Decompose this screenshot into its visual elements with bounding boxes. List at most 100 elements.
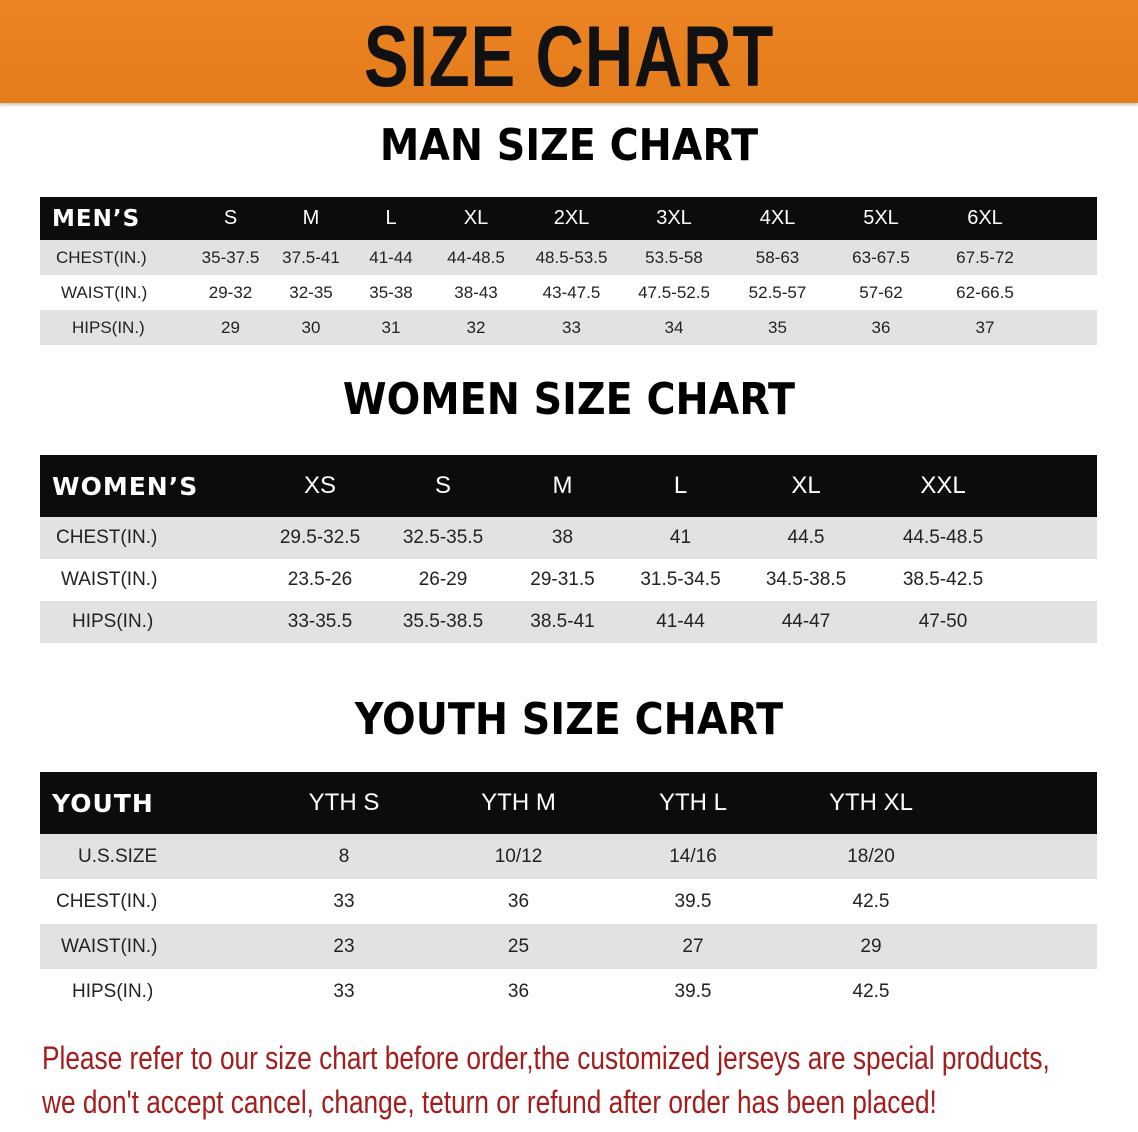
table-header-label: YOUTH xyxy=(52,788,154,818)
measurement-cell: 42.5 xyxy=(852,890,890,912)
size-header: 5XL xyxy=(863,207,899,229)
table-header-row: WOMEN’S XS S M L XL XXL xyxy=(40,455,1097,517)
row-label: U.S.SIZE xyxy=(78,845,158,867)
row-label: WAIST(IN.) xyxy=(61,282,148,302)
measurement-cell: 10/12 xyxy=(494,845,543,867)
measurement-cell: 39.5 xyxy=(674,890,712,912)
row-label: WAIST(IN.) xyxy=(61,569,158,590)
measurement-cell: 62-66.5 xyxy=(956,282,1014,302)
measurement-cell: 53.5-58 xyxy=(645,247,703,267)
measurement-cell: 37.5-41 xyxy=(282,247,340,267)
order-notice-line-2: we don't accept cancel, change, teturn o… xyxy=(42,1084,937,1120)
measurement-cell: 33 xyxy=(333,980,355,1002)
measurement-cell: 38.5-42.5 xyxy=(902,569,984,590)
measurement-cell: 33 xyxy=(562,317,581,337)
measurement-cell: 38-43 xyxy=(454,282,498,302)
measurement-cell: 23.5-26 xyxy=(287,569,353,590)
measurement-cell: 29-31.5 xyxy=(530,569,595,590)
measurement-cell: 38 xyxy=(551,527,574,548)
size-header: YTH L xyxy=(658,789,727,816)
measurement-cell: 63-67.5 xyxy=(852,247,910,267)
measurement-cell: 47.5-52.5 xyxy=(638,282,710,302)
measurement-cell: 31 xyxy=(381,317,401,337)
row-label: CHEST(IN.) xyxy=(56,247,147,267)
size-header: XS xyxy=(303,472,336,499)
size-header: 6XL xyxy=(967,207,1003,229)
measurement-cell: 58-63 xyxy=(755,247,800,267)
measurement-cell: 8 xyxy=(338,845,350,867)
row-label: HIPS(IN.) xyxy=(72,317,145,337)
measurement-cell: 31.5-34.5 xyxy=(640,569,721,590)
measurement-cell: 34.5-38.5 xyxy=(765,569,847,590)
row-label: HIPS(IN.) xyxy=(72,980,154,1002)
row-label: CHEST(IN.) xyxy=(56,527,158,548)
measurement-cell: 29-32 xyxy=(208,282,253,302)
measurement-cell: 39.5 xyxy=(674,980,712,1002)
measurement-cell: 34 xyxy=(664,317,684,337)
measurement-cell: 23 xyxy=(333,935,355,957)
measurement-cell: 37 xyxy=(975,317,995,337)
size-header: S xyxy=(434,472,451,499)
measurement-cell: 41-44 xyxy=(656,611,705,632)
measurement-cell: 36 xyxy=(871,317,891,337)
table-row: WAIST(IN.) 23 25 27 29 xyxy=(40,924,1097,969)
measurement-cell: 36 xyxy=(507,980,530,1002)
women-size-table: WOMEN’S XS S M L XL XXL CHEST(IN.) 29.5-32.5 32.5… xyxy=(40,455,1097,643)
measurement-cell: 32 xyxy=(466,317,486,337)
measurement-cell: 44.5-48.5 xyxy=(902,527,984,548)
measurement-cell: 29 xyxy=(221,317,240,337)
size-header: 3XL xyxy=(656,207,692,229)
size-header: YTH S xyxy=(308,789,380,816)
table-row: HIPS(IN.) 33 36 39.5 42.5 xyxy=(40,969,1097,1014)
table-header-label: WOMEN’S xyxy=(52,471,199,501)
measurement-cell: 44-47 xyxy=(781,611,831,632)
measurement-cell: 29.5-32.5 xyxy=(279,527,361,548)
size-header: 2XL xyxy=(553,207,590,229)
measurement-cell: 44.5 xyxy=(787,527,825,548)
men-section-title: MAN SIZE CHART xyxy=(379,120,759,171)
measurement-cell: 44-48.5 xyxy=(447,247,505,267)
order-notice: Please refer to our size chart before or… xyxy=(42,1036,1050,1124)
measurement-cell: 35-38 xyxy=(369,282,413,302)
measurement-cell: 14/16 xyxy=(669,845,717,867)
measurement-cell: 18/20 xyxy=(847,845,895,867)
table-header-row: YOUTH YTH S YTH M YTH L YTH XL xyxy=(40,772,1097,834)
women-section-title: WOMEN SIZE CHART xyxy=(342,374,796,425)
size-header: L xyxy=(385,207,397,229)
measurement-cell: 32-35 xyxy=(289,282,333,302)
table-row: CHEST(IN.) 29.5-32.5 32.5-35.5 38 41 44.5 44.5… xyxy=(40,517,1097,559)
size-header: YTH XL xyxy=(828,789,914,816)
size-header: 4XL xyxy=(759,207,796,229)
measurement-cell: 27 xyxy=(682,935,704,957)
size-header: XL xyxy=(463,207,489,229)
size-header: YTH M xyxy=(481,789,556,816)
measurement-cell: 35.5-38.5 xyxy=(402,611,484,632)
measurement-cell: 33 xyxy=(333,890,355,912)
size-header: XXL xyxy=(920,472,966,499)
size-header: M xyxy=(302,207,320,229)
measurement-cell: 35 xyxy=(768,317,787,337)
measurement-cell: 57-62 xyxy=(859,282,903,302)
table-header-label: MEN’S xyxy=(52,205,141,232)
banner: SIZE CHART xyxy=(0,0,1138,105)
measurement-cell: 36 xyxy=(507,890,530,912)
men-size-table: MEN’S S M L XL 2XL 3XL 4XL 5XL 6XL CHEST(IN.) 35-37… xyxy=(40,197,1097,345)
size-header: L xyxy=(673,472,688,499)
measurement-cell: 35-37.5 xyxy=(201,247,260,267)
table-row: WAIST(IN.) 29-32 32-35 35-38 38-43 43-47.5 47.… xyxy=(40,275,1097,310)
measurement-cell: 67.5-72 xyxy=(956,247,1014,267)
table-row: HIPS(IN.) 29 30 31 32 33 34 35 36 37 xyxy=(40,310,1097,345)
size-header: M xyxy=(552,472,573,499)
table-row: U.S.SIZE 8 10/12 14/16 18/20 xyxy=(40,834,1097,879)
size-header: XL xyxy=(791,472,821,499)
row-label: CHEST(IN.) xyxy=(56,890,158,912)
measurement-cell: 33-35.5 xyxy=(287,611,353,632)
measurement-cell: 25 xyxy=(507,935,530,957)
row-label: HIPS(IN.) xyxy=(72,611,154,632)
measurement-cell: 43-47.5 xyxy=(542,282,601,302)
row-label: WAIST(IN.) xyxy=(61,935,158,957)
measurement-cell: 41-44 xyxy=(369,247,413,267)
measurement-cell: 32.5-35.5 xyxy=(402,527,484,548)
measurement-cell: 29 xyxy=(860,935,882,957)
table-row: CHEST(IN.) 35-37.5 37.5-41 41-44 44-48.5 48.5… xyxy=(40,240,1097,275)
